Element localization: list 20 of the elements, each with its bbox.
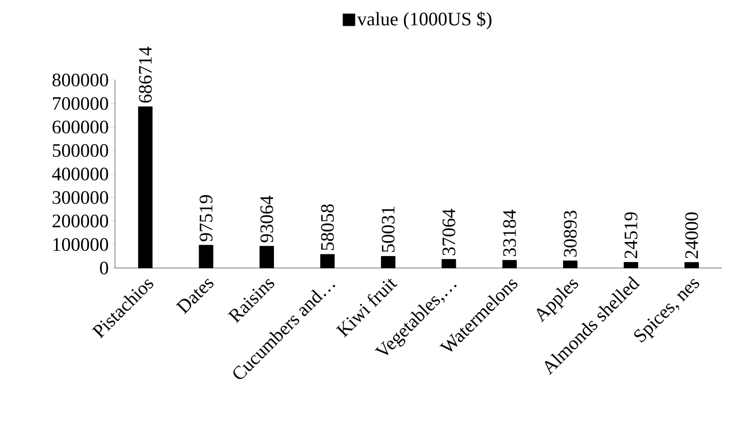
y-tick-label: 500000 xyxy=(52,144,108,157)
data-label: 24000 xyxy=(685,212,698,258)
data-label: 97519 xyxy=(200,195,212,242)
y-tick-label: 800000 xyxy=(52,74,108,86)
data-label: 30893 xyxy=(564,210,577,257)
legend-label: value (1000US $) xyxy=(357,12,492,30)
y-tick-label: 100000 xyxy=(53,238,108,251)
data-label: 37064 xyxy=(442,208,456,256)
y-tick-label: 0 xyxy=(100,262,108,274)
y-tick-label: 200000 xyxy=(52,214,108,228)
y-tick-label: 400000 xyxy=(52,168,108,180)
y-tick-label: 600000 xyxy=(52,120,108,134)
y-tick-label: 300000 xyxy=(52,191,108,204)
data-label: 33184 xyxy=(503,210,516,256)
data-label: 50031 xyxy=(382,206,395,252)
data-label: 58058 xyxy=(321,204,334,250)
data-label: 93064 xyxy=(260,196,274,242)
data-label: 686714 xyxy=(138,46,152,103)
data-label: 24519 xyxy=(624,212,638,258)
y-tick-label: 700000 xyxy=(53,97,108,110)
